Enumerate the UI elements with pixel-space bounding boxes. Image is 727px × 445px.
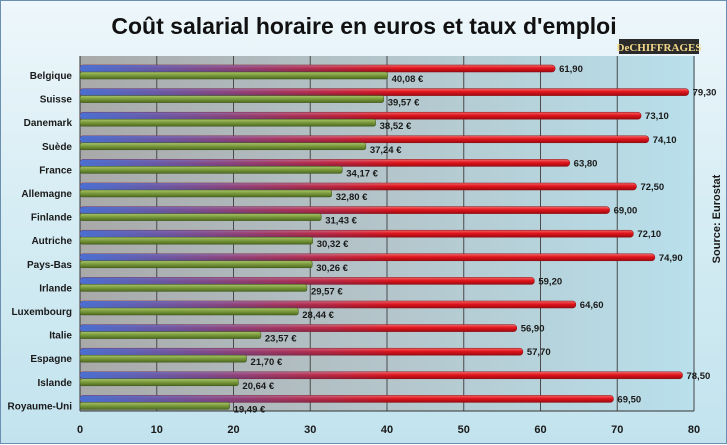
x-tick-label: 50 (458, 424, 470, 436)
value-label-employment-rate: 69,00 (614, 206, 638, 217)
bar-employment-rate-shade (80, 324, 400, 332)
bar-employment-rate-shade (80, 348, 400, 356)
value-label-employment-rate: 78,50 (686, 371, 710, 382)
category-label: Espagne (30, 354, 72, 365)
bar-employment-rate-shade (80, 206, 400, 214)
bar-hourly-labour-cost (79, 95, 384, 103)
bar-hourly-labour-cost (79, 166, 343, 174)
value-label-hourly-labour-cost: 31,43 € (325, 216, 357, 227)
bar-hourly-labour-cost (79, 189, 332, 198)
bar-hourly-labour-cost (79, 260, 313, 269)
bar-hourly-labour-cost (79, 213, 322, 221)
bar-employment-rate-shade (80, 230, 400, 238)
source-label: Source: Eurostat (711, 174, 723, 263)
value-label-employment-rate: 56,90 (521, 324, 545, 335)
bar-employment-rate-shade (80, 371, 400, 379)
x-tick-label: 30 (304, 424, 316, 436)
x-tick-label: 60 (534, 424, 546, 436)
value-label-hourly-labour-cost: 32,80 € (336, 192, 368, 203)
value-label-hourly-labour-cost: 28,44 € (302, 310, 334, 321)
category-label: Finlande (31, 213, 73, 224)
value-label-hourly-labour-cost: 30,32 € (317, 239, 349, 250)
category-label: Islande (38, 378, 73, 389)
x-axis: 0 10 20 30 40 50 60 70 80 (77, 424, 700, 436)
value-label-employment-rate: 72,50 (640, 182, 664, 193)
value-label-hourly-labour-cost: 38,52 € (380, 121, 412, 132)
category-label: Royaume-Uni (8, 401, 73, 412)
category-label: Pays-Bas (27, 260, 72, 271)
category-label: Italie (49, 331, 72, 342)
bar-employment-rate-shade (80, 65, 400, 72)
value-label-employment-rate: 59,20 (538, 276, 562, 287)
value-label-employment-rate: 72,10 (637, 229, 661, 240)
value-label-hourly-labour-cost: 40,08 € (392, 74, 424, 85)
category-label: Allemagne (21, 189, 72, 200)
category-label: Luxembourg (11, 307, 72, 318)
bar-employment-rate-shade (80, 183, 400, 190)
x-tick-label: 10 (151, 424, 163, 436)
x-tick-label: 0 (77, 424, 83, 436)
category-labels: Belgique Suisse Danemark Suède France Allemag… (8, 71, 73, 412)
value-label-hourly-labour-cost: 23,57 € (265, 334, 297, 345)
chart-title: Coût salarial horaire en euros et taux d… (111, 13, 616, 39)
logo-background (619, 39, 699, 54)
bars: 61,90 40,08 € 79,30 39,57 € 73,10 38,52 € 74,1… (79, 64, 717, 415)
bar-hourly-labour-cost (79, 378, 239, 387)
value-label-hourly-labour-cost: 19,49 € (234, 404, 266, 415)
x-tick-label: 70 (611, 424, 623, 436)
x-tick-label: 20 (227, 424, 239, 436)
value-label-employment-rate: 64,60 (580, 300, 604, 311)
bar-hourly-labour-cost (79, 284, 308, 292)
value-label-employment-rate: 74,10 (653, 135, 677, 146)
value-label-hourly-labour-cost: 21,70 € (251, 357, 283, 368)
value-label-hourly-labour-cost: 39,57 € (388, 98, 420, 109)
category-label: Autriche (31, 236, 72, 247)
bar-hourly-labour-cost (79, 331, 262, 339)
bar-employment-rate-shade (80, 301, 400, 308)
value-label-employment-rate: 61,90 (559, 64, 583, 75)
category-label: Danemark (24, 118, 73, 129)
value-label-employment-rate: 74,90 (659, 253, 683, 264)
bar-employment-rate-shade (80, 135, 400, 143)
category-label: Suède (42, 142, 72, 153)
logo: DeCHIFFRAGES (617, 39, 702, 54)
logo-text: DeCHIFFRAGES (617, 42, 702, 54)
value-label-employment-rate: 57,70 (527, 347, 551, 358)
value-label-employment-rate: 79,30 (693, 88, 717, 99)
bar-employment-rate-shade (80, 88, 400, 96)
bar-employment-rate-shade (80, 395, 400, 403)
category-label: Belgique (30, 71, 73, 82)
value-label-employment-rate: 73,10 (645, 111, 669, 122)
value-label-hourly-labour-cost: 34,17 € (346, 168, 378, 179)
bar-hourly-labour-cost (79, 354, 247, 363)
category-label: France (39, 165, 72, 176)
x-tick-label: 80 (688, 424, 700, 436)
bar-hourly-labour-cost (79, 142, 367, 151)
value-label-employment-rate: 69,50 (617, 394, 641, 405)
value-label-hourly-labour-cost: 20,64 € (242, 381, 274, 392)
bar-employment-rate-shade (80, 253, 400, 261)
bar-hourly-labour-cost (79, 236, 313, 245)
bar-hourly-labour-cost (79, 118, 376, 127)
bar-hourly-labour-cost (79, 402, 230, 410)
value-label-employment-rate: 63,80 (574, 158, 598, 169)
bar-employment-rate-shade (80, 277, 400, 285)
bar-hourly-labour-cost (79, 71, 388, 80)
x-tick-label: 40 (381, 424, 393, 436)
bar-hourly-labour-cost (79, 307, 299, 316)
value-label-hourly-labour-cost: 37,24 € (370, 145, 402, 156)
value-label-hourly-labour-cost: 29,57 € (311, 286, 343, 297)
category-label: Suisse (40, 95, 73, 106)
category-label: Irlande (39, 283, 72, 294)
bar-employment-rate-shade (80, 112, 400, 120)
bar-employment-rate-shade (80, 159, 400, 167)
value-label-hourly-labour-cost: 30,26 € (316, 263, 348, 274)
